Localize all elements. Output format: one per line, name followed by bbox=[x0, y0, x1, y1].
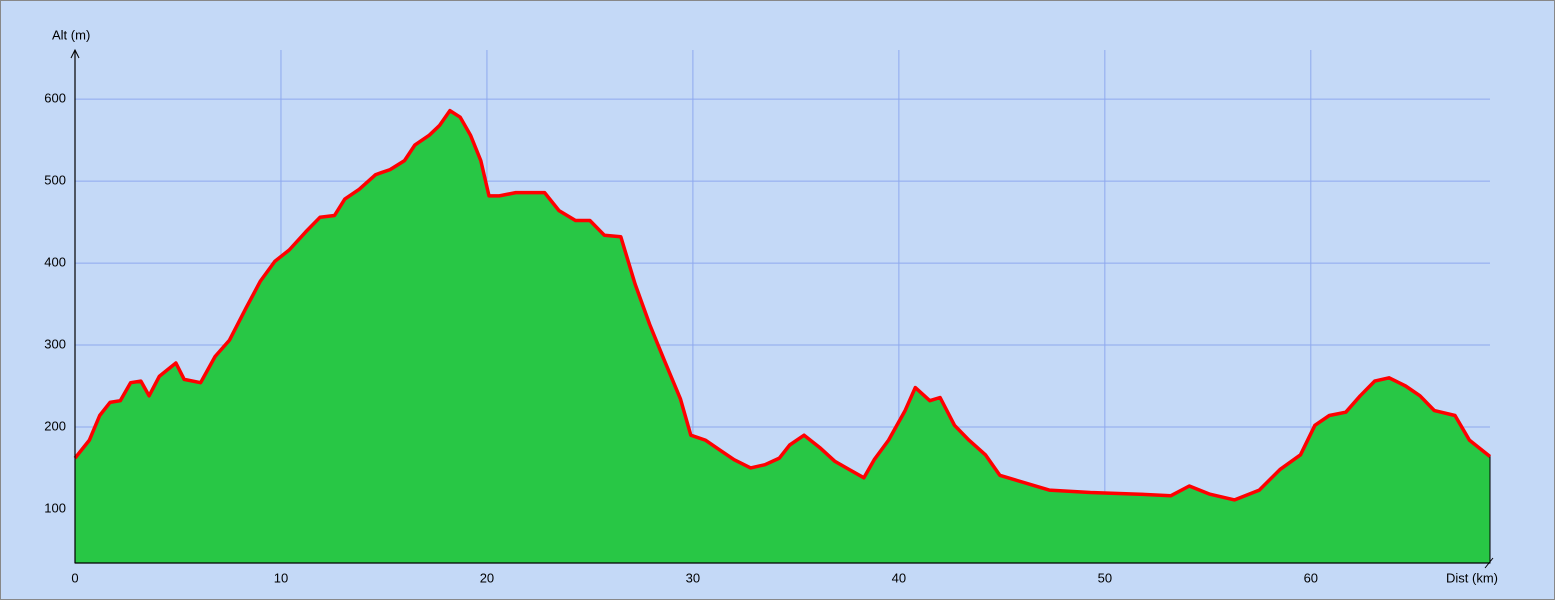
x-tick-label: 60 bbox=[1304, 570, 1318, 585]
plot bbox=[73, 108, 1492, 564]
y-axis-arrow bbox=[70, 48, 80, 59]
x-tick-label: 40 bbox=[892, 570, 906, 585]
y-tick-label: 200 bbox=[44, 418, 66, 433]
y-tick-label: 600 bbox=[44, 91, 66, 106]
x-axis-end bbox=[1484, 557, 1494, 569]
line bbox=[73, 108, 1492, 502]
y-tick-label: 300 bbox=[44, 336, 66, 351]
axes bbox=[70, 48, 1494, 569]
y-tick-label: 500 bbox=[44, 173, 66, 188]
x-tick-label: 0 bbox=[71, 570, 78, 585]
y-tick-label: 400 bbox=[44, 255, 66, 270]
y-axis-label: Alt (m) bbox=[52, 27, 90, 42]
x-tick-label: 10 bbox=[274, 570, 288, 585]
x-tick-label: 50 bbox=[1098, 570, 1112, 585]
y-tick-label: 100 bbox=[44, 500, 66, 515]
x-tick-label: 20 bbox=[480, 570, 494, 585]
x-tick-label: 30 bbox=[686, 570, 700, 585]
x-axis-label: Dist (km) bbox=[1446, 570, 1498, 585]
